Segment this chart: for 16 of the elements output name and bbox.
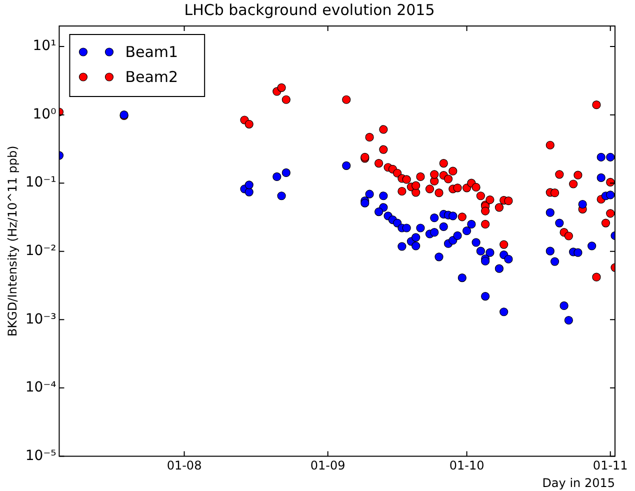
- x-tick-label: 01-09: [310, 458, 346, 473]
- x-tick-label: 01-11: [592, 458, 628, 473]
- y-tick-label: 10⁻⁴: [25, 380, 57, 396]
- legend-label: Beam1: [125, 42, 178, 61]
- legend-label: Beam2: [125, 68, 178, 86]
- y-axis-title: BKGD/Intensity (Hz/10^11 ppb): [5, 146, 20, 336]
- chart-title: LHCb background evolution 2015: [184, 0, 435, 19]
- y-tick-label: 10⁰: [32, 106, 57, 122]
- x-tick-label: 01-08: [166, 458, 202, 473]
- y-tick-label: 10⁻¹: [25, 174, 56, 191]
- x-tick-label: 01-10: [449, 458, 484, 473]
- y-tick-label: 10⁻²: [25, 243, 56, 260]
- y-tick-label: 10⁻³: [25, 311, 56, 328]
- y-tick-label: 10⁻⁵: [25, 448, 56, 464]
- x-axis-title: Day in 2015: [542, 476, 615, 490]
- y-tick-label: 10¹: [32, 38, 56, 54]
